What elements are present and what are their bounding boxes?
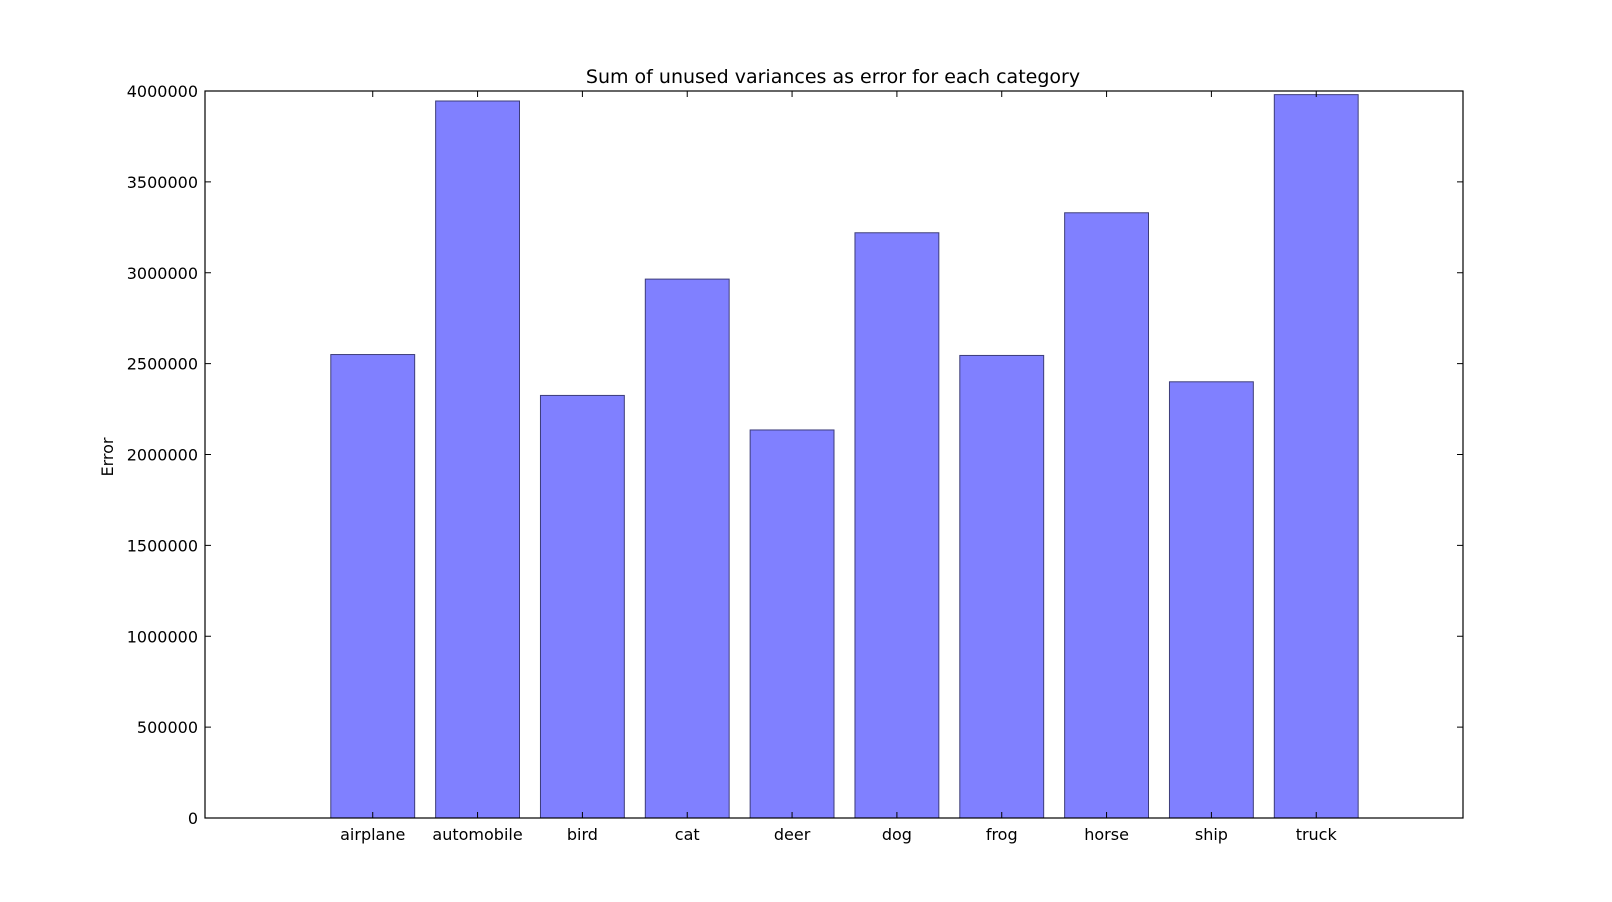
x-tick-label-automobile: automobile — [432, 825, 522, 844]
x-tick-label-truck: truck — [1296, 825, 1338, 844]
bar-deer — [749, 429, 835, 819]
bar-automobile — [435, 100, 520, 819]
y-axis-ticks: 0 500000 1000000 1500000 2000000 2500000 30000… — [127, 82, 1463, 828]
x-tick-label-bird: bird — [567, 825, 598, 844]
y-tick-label: 1000000 — [127, 627, 198, 646]
y-axis-label: Error — [98, 437, 117, 476]
y-tick-label: 3000000 — [127, 264, 198, 283]
bar-cat — [644, 278, 730, 819]
bar-truck — [1273, 94, 1359, 819]
y-tick-label: 2000000 — [127, 446, 198, 465]
y-tick-label: 2500000 — [127, 355, 198, 374]
bar-frog — [959, 354, 1045, 819]
chart-title: Sum of unused variances as error for eac… — [586, 66, 1080, 88]
bar-airplane — [330, 354, 416, 819]
x-tick-label-dog: dog — [882, 825, 912, 844]
plot-frame — [204, 90, 1464, 819]
bar-dog — [854, 232, 940, 819]
bar-bird — [539, 394, 625, 819]
x-tick-label-horse: horse — [1084, 825, 1129, 844]
bars-group — [330, 94, 1359, 819]
y-tick-label: 3500000 — [127, 173, 198, 192]
x-tick-label-airplane: airplane — [340, 825, 405, 844]
bar-ship — [1168, 381, 1254, 819]
x-tick-label-ship: ship — [1195, 825, 1228, 844]
x-axis-ticks: airplane automobile bird cat deer dog frog hors… — [340, 91, 1337, 844]
x-tick-label-frog: frog — [986, 825, 1018, 844]
x-tick-label-deer: deer — [774, 825, 811, 844]
y-tick-label: 4000000 — [127, 82, 198, 101]
bar-horse — [1064, 212, 1149, 819]
y-tick-label: 1500000 — [127, 536, 198, 555]
y-tick-label: 500000 — [137, 718, 198, 737]
x-tick-label-cat: cat — [675, 825, 700, 844]
y-tick-label: 0 — [188, 809, 198, 828]
